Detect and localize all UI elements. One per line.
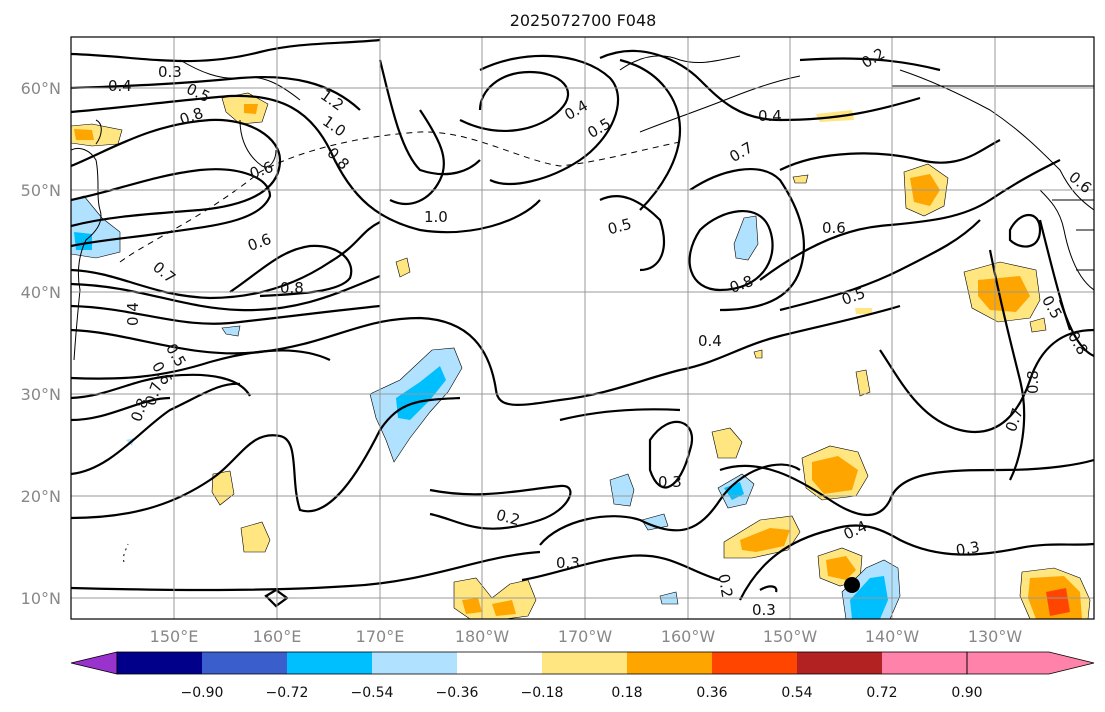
graticule: [71, 37, 1094, 619]
lon-label: 170°W: [558, 627, 613, 646]
contour-label: 0.3: [556, 554, 580, 572]
contour-label: 0.3: [954, 538, 981, 560]
colorbar-extend-max: [966, 651, 1095, 675]
contour-label: 1.0: [424, 208, 448, 226]
contour-label: 0.4: [108, 77, 132, 95]
colorbar-tick: −0.72: [266, 685, 309, 701]
contour-label: 0.4: [758, 107, 782, 125]
contour-label: 0.5: [606, 215, 634, 239]
contour-label: 0.4: [698, 332, 722, 350]
colorbar-segment: [287, 652, 372, 674]
colorbar-tick: 0.36: [696, 685, 727, 701]
contour-label: 0.2: [494, 506, 522, 530]
colorbar-tick: 0.18: [611, 685, 642, 701]
colorbar-tick: 0.72: [866, 685, 897, 701]
contour-label: 0.4: [124, 302, 142, 326]
colorbar-segment: [712, 652, 797, 674]
lat-label: 30°N: [21, 385, 61, 404]
colorbar-tick: 0.90: [951, 685, 982, 701]
lon-label: 150°W: [763, 627, 818, 646]
contour-label: 0.3: [158, 63, 182, 81]
contour-label: 0.3: [658, 473, 682, 491]
colorbar-segment: [797, 652, 882, 674]
lon-label: 150°E: [150, 627, 199, 646]
latitude-labels: 60°N 50°N 40°N 30°N 20°N 10°N: [21, 79, 61, 608]
colorbar-segment: [202, 652, 287, 674]
colorbar-segment: [882, 652, 967, 674]
lon-label: 180°W: [455, 627, 510, 646]
contour-label: 0.2: [714, 572, 736, 599]
lat-label: 20°N: [21, 487, 61, 506]
map-title: 2025072700 F048: [510, 11, 657, 30]
colorbar: −0.90 −0.72 −0.54 −0.36 −0.18 0.18 0.36 …: [70, 651, 1095, 701]
colorbar-segment: [117, 652, 202, 674]
lat-label: 10°N: [21, 589, 61, 608]
lat-label: 40°N: [21, 283, 61, 302]
positive-anomaly-shading: [71, 92, 1091, 619]
contour-label: 0.6: [822, 219, 846, 237]
lat-label: 60°N: [21, 79, 61, 98]
location-marker: [844, 577, 860, 593]
colorbar-segment: [627, 652, 712, 674]
colorbar-segment: [372, 652, 457, 674]
colorbar-tick: −0.90: [181, 685, 224, 701]
lon-label: 140°W: [865, 627, 920, 646]
lon-label: 170°E: [356, 627, 405, 646]
colorbar-segment: [542, 652, 627, 674]
contour-label: 0.3: [752, 601, 776, 619]
colorbar-tick: −0.54: [351, 685, 394, 701]
contour-label: 0.8: [280, 279, 304, 297]
longitude-labels: 150°E 160°E 170°E 180°W 170°W 160°W 150°…: [150, 627, 1023, 646]
map-border: [70, 36, 1095, 620]
colorbar-segment: [457, 652, 542, 674]
lon-label: 130°W: [968, 627, 1023, 646]
contour-label: 0.8: [1024, 370, 1042, 394]
colorbar-extend-min: [70, 651, 118, 675]
lon-label: 160°W: [661, 627, 716, 646]
colorbar-tick: 0.54: [781, 685, 812, 701]
lat-label: 50°N: [21, 181, 61, 200]
lon-label: 160°E: [253, 627, 302, 646]
colorbar-tick: −0.36: [436, 685, 479, 701]
colorbar-tick: −0.18: [521, 685, 564, 701]
